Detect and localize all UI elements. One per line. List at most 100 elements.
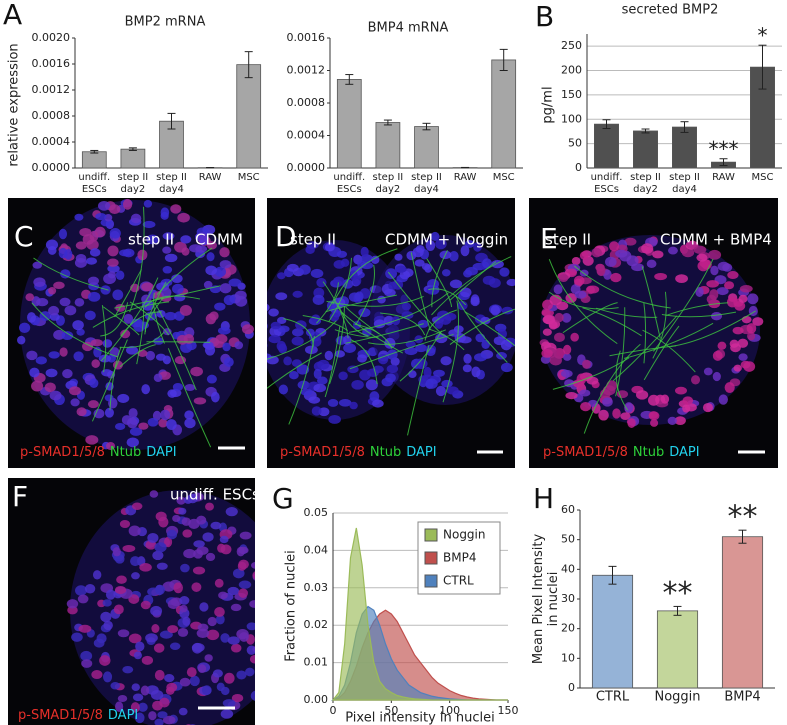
nucleus [553,284,563,295]
panel-label: F [12,480,28,513]
y-tick-label: 0.0000 [287,161,326,174]
nucleus [297,380,310,390]
nucleus [604,256,617,268]
nucleus [177,212,190,223]
nucleus [32,261,43,269]
nucleus [245,667,255,677]
nucleus [210,521,222,530]
area [331,527,508,701]
nucleus [329,312,340,322]
legend-swatch [424,574,438,588]
y-tick-label: 0.0004 [287,129,326,142]
neurite [424,309,457,341]
nucleus [172,514,181,523]
bar [81,151,107,169]
nucleus [179,596,190,605]
neurite [120,311,162,337]
nucleus [145,350,156,361]
neurite [583,343,641,434]
nucleus [675,274,688,284]
nucleus [66,599,79,609]
nucleus [465,266,478,276]
nucleus [681,247,695,258]
nucleus [166,419,177,431]
nucleus [196,232,208,241]
nucleus [722,263,733,272]
nucleus [602,397,613,407]
nucleus [209,311,219,321]
nucleus [332,276,345,287]
nucleus [113,604,124,615]
y-tick-label: 0.0016 [287,31,326,44]
nucleus [603,269,612,280]
nucleus [560,369,573,378]
legend-label: Noggin [443,528,486,542]
nucleus [36,298,49,307]
x-tick-label: day4 [159,184,184,195]
nucleus [48,305,60,316]
nucleus [399,270,411,280]
nucleus [441,269,451,277]
nucleus [79,227,92,237]
nucleus [738,353,748,361]
nucleus [257,634,269,643]
y-tick-label: 0.05 [304,506,329,519]
nucleus [117,629,130,638]
x-tick-label: undiff. [591,172,623,183]
nucleus [97,200,111,211]
nucleus [223,672,235,684]
nucleus [141,282,154,292]
nucleus [116,575,127,584]
nucleus [188,518,200,529]
neurite [348,292,449,333]
nucleus [174,356,187,365]
bar [491,59,517,169]
nucleus [117,694,128,703]
nucleus [74,298,85,307]
neurite [101,304,107,373]
nucleus [215,614,225,625]
nucleus [401,302,412,311]
stain-name: DAPI [669,445,699,460]
nucleus [752,317,764,326]
nucleus [312,294,325,305]
nucleus [53,329,66,340]
nucleus [130,213,142,224]
nucleus [106,441,116,451]
nucleus [542,315,555,325]
nucleus [104,407,114,418]
nucleus [149,490,159,498]
nucleus [267,343,268,348]
nucleus [164,311,177,321]
nucleus [219,247,230,258]
x-tick-label: BMP4 [724,690,760,705]
nucleus [93,408,105,419]
neurite [410,252,431,331]
legend-label: CTRL [443,574,474,588]
nucleus [709,289,719,300]
nucleus [234,290,247,300]
nucleus [268,544,278,553]
nucleus [48,287,57,295]
y-tick-label: 50 [561,533,575,546]
nucleus [27,312,36,323]
nucleus [196,628,210,638]
nucleus [53,281,65,290]
nucleus [275,292,288,301]
nucleus [291,359,302,368]
nucleus [117,393,130,403]
nucleus [256,672,269,683]
nucleus [85,257,98,265]
y-tick-label: 10 [561,651,575,664]
chart-title: secreted BMP2 [622,3,719,18]
x-tick-label: step II [156,172,187,183]
nucleus [313,383,327,393]
nucleus [277,325,290,333]
nucleus [18,322,31,333]
nucleus [563,353,572,361]
nucleus [170,204,182,214]
nucleus [268,308,279,317]
neurite [316,282,339,324]
nucleus [76,328,85,336]
